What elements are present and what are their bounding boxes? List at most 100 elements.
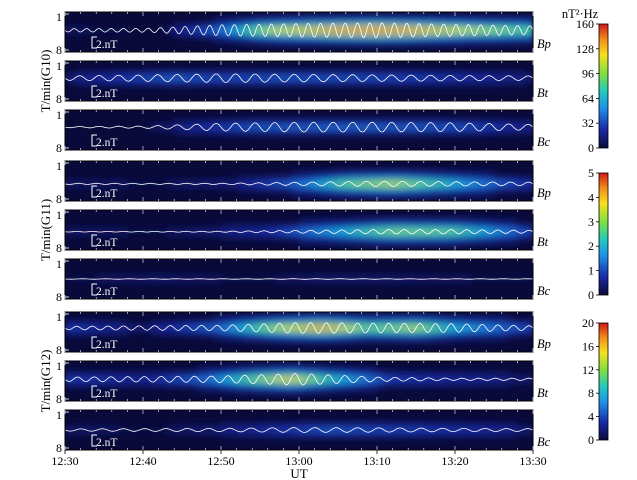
x-tick-label: 12:30 — [51, 454, 78, 468]
panel-bp-g3: 2.nT 1 8 Bp — [56, 310, 551, 357]
colorbar-tick-label: 64 — [582, 91, 594, 105]
panel-bt-g1: 2.nT 1 8 Bt — [56, 59, 549, 106]
waveform — [65, 278, 533, 280]
colorbar-tick-label: 0 — [588, 433, 594, 447]
panel-bt-g3: 2.nT 1 8 Bt — [56, 359, 549, 406]
y-tick-label: 1 — [56, 208, 62, 222]
scale-bar-label: 2.nT — [96, 437, 117, 449]
scale-bar-label: 2.nT — [96, 39, 117, 51]
y-tick-label: 8 — [56, 43, 62, 57]
scale-bar — [91, 85, 97, 98]
scale-bar-label: 2.nT — [96, 88, 117, 100]
scale-bar — [91, 234, 97, 247]
panel-bp-g2: 2.nT 1 8 Bp — [56, 159, 551, 206]
y-tick-label: 8 — [56, 241, 62, 255]
x-tick-label: 12:40 — [129, 454, 156, 468]
colorbar-gradient — [598, 172, 609, 296]
component-label: Bc — [537, 435, 551, 449]
y-tick-label: 8 — [56, 392, 62, 406]
group-ylabel: T/min(G12) — [38, 350, 53, 413]
waveform — [65, 180, 533, 187]
y-tick-label: 8 — [56, 343, 62, 357]
component-label: Bp — [537, 37, 551, 51]
group-ylabel: T/min(G10) — [38, 50, 53, 113]
colorbar-tick-label: 8 — [588, 386, 594, 400]
scale-bar-label: 2.nT — [96, 237, 117, 249]
colorbar-tick-label: 3 — [588, 215, 594, 229]
scale-bar-label: 2.nT — [96, 388, 117, 400]
spectrogram — [65, 70, 533, 87]
colorbar-tick-label: 5 — [588, 166, 594, 180]
colorbar-tick-label: 12 — [582, 363, 594, 377]
colorbar-gradient — [598, 322, 609, 441]
waveform — [65, 22, 533, 39]
colorbar-g1: 160 128 96 64 32 0 nT²·Hz — [562, 7, 609, 155]
colorbar-tick-label: 96 — [582, 67, 594, 81]
y-tick-label: 1 — [56, 359, 62, 373]
panel-bp-g1: 2.nT 1 8 Bp — [56, 10, 551, 57]
colorbar-g2: 5 4 3 2 1 0 — [588, 166, 609, 302]
y-tick-label: 8 — [56, 441, 62, 455]
y-tick-label: 1 — [56, 257, 62, 271]
colorbar-tick-label: 0 — [588, 141, 594, 155]
colorbar-unit: nT²·Hz — [562, 7, 599, 21]
waveform — [65, 121, 533, 133]
scale-bar-label: 2.nT — [96, 339, 117, 351]
y-tick-label: 1 — [56, 59, 62, 73]
colorbar-tick-label: 160 — [576, 17, 594, 31]
y-tick-label: 1 — [56, 10, 62, 24]
scale-bar-label: 2.nT — [96, 286, 117, 298]
scale-bar-label: 2.nT — [96, 188, 117, 200]
scale-bar — [91, 185, 97, 198]
component-label: Bp — [537, 337, 551, 351]
scale-bar — [91, 336, 97, 349]
component-label: Bp — [537, 186, 551, 200]
x-tick-label: 13:10 — [363, 454, 390, 468]
colorbar-tick-label: 2 — [588, 239, 594, 253]
y-tick-label: 8 — [56, 192, 62, 206]
y-tick-label: 1 — [56, 408, 62, 422]
y-tick-label: 1 — [56, 108, 62, 122]
waveform — [65, 322, 533, 334]
panel-bc-g1: 2.nT 1 8 Bc — [56, 108, 551, 155]
panel-bt-g2: 2.nT 1 8 Bt — [56, 208, 549, 255]
waveform — [65, 373, 533, 386]
waveform — [65, 229, 533, 235]
scale-bar — [91, 36, 97, 49]
scale-bar — [91, 385, 97, 398]
spectrogram — [65, 313, 533, 343]
spectrogram — [65, 217, 533, 246]
component-label: Bc — [537, 284, 551, 298]
x-tick-label: 13:30 — [519, 454, 546, 468]
x-axis: 12:30 12:40 12:50 13:00 13:10 13:20 13:30 UT — [51, 450, 547, 480]
scale-bar — [91, 134, 97, 147]
waveform — [65, 73, 533, 83]
colorbar-tick-label: 4 — [588, 410, 594, 424]
colorbar-g3: 20 16 12 8 4 0 — [582, 316, 609, 447]
y-tick-label: 8 — [56, 141, 62, 155]
panel-bc-g2: 2.nT 1 8 Bc — [56, 257, 551, 304]
y-tick-label: 1 — [56, 159, 62, 173]
x-axis-label: UT — [290, 466, 307, 480]
scale-bar-label: 2.nT — [96, 137, 117, 149]
panel-bc-g3: 2.nT 1 8 Bc — [56, 408, 551, 455]
group-ylabel: T/min(G11) — [38, 199, 53, 261]
colorbar-tick-label: 1 — [588, 264, 594, 278]
colorbar-tick-label: 20 — [582, 316, 594, 330]
component-label: Bt — [537, 235, 549, 249]
y-tick-label: 8 — [56, 290, 62, 304]
y-tick-label: 8 — [56, 92, 62, 106]
colorbar-tick-label: 4 — [588, 190, 594, 204]
component-label: Bt — [537, 86, 549, 100]
waveform — [65, 427, 533, 433]
component-label: Bt — [537, 386, 549, 400]
colorbar-tick-label: 0 — [588, 288, 594, 302]
y-tick-label: 1 — [56, 310, 62, 324]
x-tick-label: 12:50 — [207, 454, 234, 468]
colorbar-tick-label: 128 — [576, 42, 594, 56]
scale-bar — [91, 283, 97, 296]
colorbar-tick-label: 16 — [582, 339, 594, 353]
component-label: Bc — [537, 135, 551, 149]
scale-bar — [91, 434, 97, 447]
x-tick-label: 13:20 — [441, 454, 468, 468]
